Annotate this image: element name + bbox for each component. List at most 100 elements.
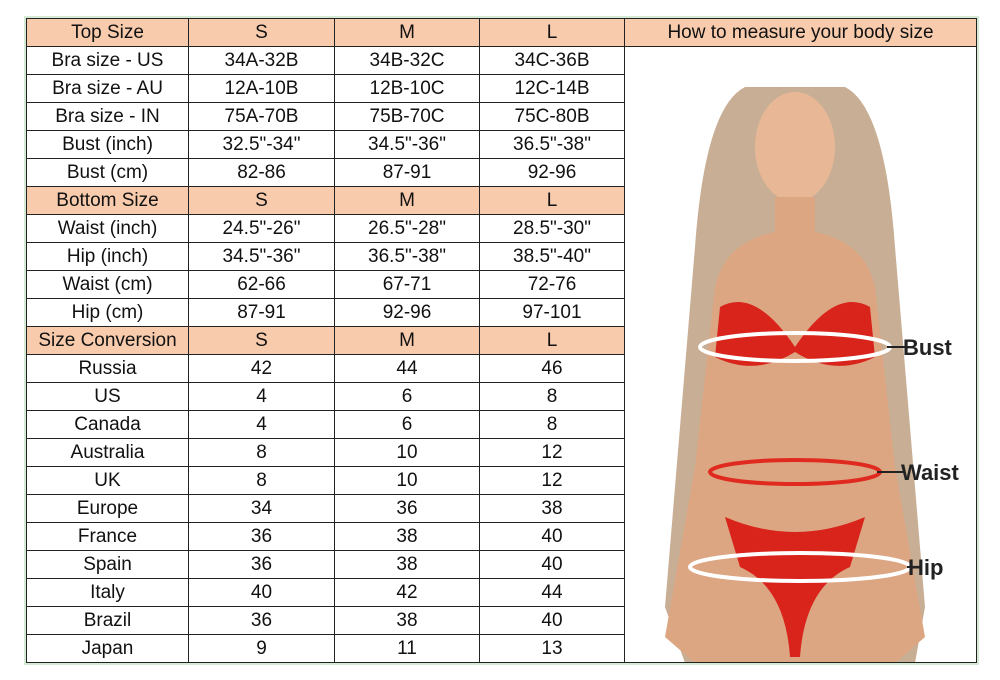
- size-value: 34C-36B: [479, 46, 625, 75]
- size-value: 44: [334, 354, 480, 383]
- size-header: S: [188, 186, 335, 215]
- size-value: 42: [334, 578, 480, 607]
- size-value: 75A-70B: [188, 102, 335, 131]
- size-value: 44: [479, 578, 625, 607]
- size-value: 34.5"-36": [188, 242, 335, 271]
- size-header: L: [479, 326, 625, 355]
- table-row: Brazil 36 38 40: [26, 606, 977, 635]
- size-value: 38: [334, 522, 480, 551]
- size-value: 36: [188, 606, 335, 635]
- table-row: Japan 9 11 13: [26, 634, 977, 663]
- section-header-row: Bottom Size S M L: [26, 186, 977, 215]
- table-row: UK 8 10 12: [26, 466, 977, 495]
- size-value: 36: [188, 522, 335, 551]
- size-value: 4: [188, 382, 335, 411]
- size-value: 6: [334, 382, 480, 411]
- size-value: 87-91: [334, 158, 480, 187]
- bust-label: Bust: [903, 335, 953, 360]
- size-value: 40: [479, 522, 625, 551]
- row-label: Bra size - IN: [26, 102, 189, 131]
- size-header: S: [188, 326, 335, 355]
- size-chart: Top Size S M L How to measure your body size…: [24, 16, 979, 665]
- size-value: 46: [479, 354, 625, 383]
- size-value: 12B-10C: [334, 74, 480, 103]
- row-label: Hip (cm): [26, 298, 189, 327]
- size-value: 4: [188, 410, 335, 439]
- row-label: France: [26, 522, 189, 551]
- table-row: Bra size - AU 12A-10B 12B-10C 12C-14B: [26, 74, 977, 103]
- size-value: 12: [479, 438, 625, 467]
- size-value: 40: [188, 578, 335, 607]
- size-value: 62-66: [188, 270, 335, 299]
- size-value: 75C-80B: [479, 102, 625, 131]
- table-row: Bust (inch) 32.5"-34" 34.5"-36" 36.5"-38": [26, 130, 977, 159]
- size-value: 13: [479, 634, 625, 663]
- size-value: 38: [334, 606, 480, 635]
- model-image: Bust Waist Hip: [624, 46, 977, 663]
- row-label: Europe: [26, 494, 189, 523]
- body-measurement-figure: Bust Waist Hip: [625, 47, 976, 662]
- size-value: 92-96: [334, 298, 480, 327]
- size-value: 12: [479, 466, 625, 495]
- row-label: Bra size - US: [26, 46, 189, 75]
- size-value: 34B-32C: [334, 46, 480, 75]
- row-label: Brazil: [26, 606, 189, 635]
- table-row: Canada 4 6 8: [26, 410, 977, 439]
- size-header: M: [334, 326, 480, 355]
- size-value: 72-76: [479, 270, 625, 299]
- size-value: 26.5"-28": [334, 214, 480, 243]
- table-row: Russia 42 44 46: [26, 354, 977, 383]
- table-row: Waist (inch) 24.5"-26" 26.5"-28" 28.5"-30": [26, 214, 977, 243]
- size-value: 92-96: [479, 158, 625, 187]
- size-value: 28.5"-30": [479, 214, 625, 243]
- table-row: Europe 34 36 38: [26, 494, 977, 523]
- size-value: 9: [188, 634, 335, 663]
- size-value: 34.5"-36": [334, 130, 480, 159]
- size-value: 10: [334, 466, 480, 495]
- face: [755, 92, 835, 202]
- bikini-top: [715, 302, 875, 366]
- table-row: US 4 6 8: [26, 382, 977, 411]
- size-value: 42: [188, 354, 335, 383]
- size-value: 67-71: [334, 270, 480, 299]
- size-value: 10: [334, 438, 480, 467]
- size-value: 36: [334, 494, 480, 523]
- size-value: 36.5"-38": [334, 242, 480, 271]
- size-value: 11: [334, 634, 480, 663]
- size-header: M: [334, 18, 480, 47]
- row-label: Spain: [26, 550, 189, 579]
- section-header-row: Top Size S M L How to measure your body size: [26, 18, 977, 47]
- size-value: 8: [188, 466, 335, 495]
- row-label: Hip (inch): [26, 242, 189, 271]
- size-value: 97-101: [479, 298, 625, 327]
- row-label: Waist (inch): [26, 214, 189, 243]
- row-label: Bust (cm): [26, 158, 189, 187]
- section-header-row: Size Conversion S M L: [26, 326, 977, 355]
- size-header: S: [188, 18, 335, 47]
- size-value: 38.5"-40": [479, 242, 625, 271]
- row-label: Waist (cm): [26, 270, 189, 299]
- size-value: 87-91: [188, 298, 335, 327]
- size-value: 32.5"-34": [188, 130, 335, 159]
- table-row: Bust (cm) 82-86 87-91 92-96: [26, 158, 977, 187]
- size-value: 8: [479, 382, 625, 411]
- section-title: Size Conversion: [26, 326, 189, 355]
- size-value: 8: [188, 438, 335, 467]
- row-label: Bra size - AU: [26, 74, 189, 103]
- waist-label: Waist: [901, 460, 960, 485]
- row-label: Bust (inch): [26, 130, 189, 159]
- table-row: Bra size - IN 75A-70B 75B-70C 75C-80B: [26, 102, 977, 131]
- size-value: 34A-32B: [188, 46, 335, 75]
- hip-label: Hip: [908, 555, 943, 580]
- table-row: Hip (inch) 34.5"-36" 36.5"-38" 38.5"-40": [26, 242, 977, 271]
- size-value: 40: [479, 550, 625, 579]
- table-row: France 36 38 40: [26, 522, 977, 551]
- table-row: Italy 40 42 44: [26, 578, 977, 607]
- row-label: Italy: [26, 578, 189, 607]
- size-value: 34: [188, 494, 335, 523]
- size-header: M: [334, 186, 480, 215]
- size-value: 40: [479, 606, 625, 635]
- size-value: 38: [479, 494, 625, 523]
- row-label: Russia: [26, 354, 189, 383]
- section-title: Bottom Size: [26, 186, 189, 215]
